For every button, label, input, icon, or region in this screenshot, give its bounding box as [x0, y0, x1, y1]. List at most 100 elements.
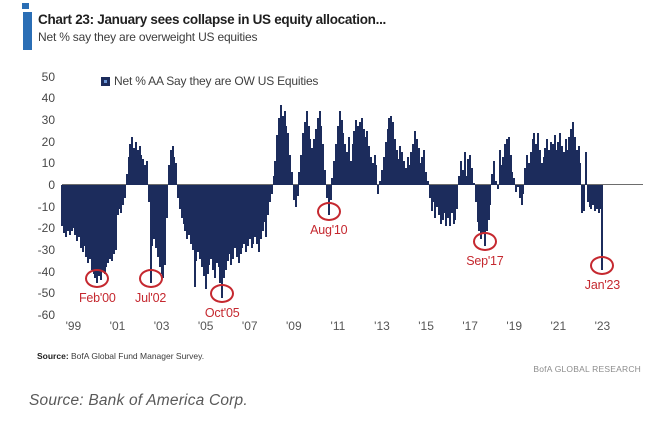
bar	[94, 185, 97, 279]
bar	[303, 122, 306, 185]
bar	[160, 185, 163, 274]
bar	[395, 150, 398, 185]
bar	[313, 139, 316, 185]
bar	[426, 180, 429, 185]
clipped-bullet-artifact	[22, 3, 29, 9]
bar	[200, 185, 203, 268]
bar	[595, 185, 598, 209]
bar	[125, 174, 128, 185]
bar	[85, 185, 88, 257]
y-tick-label: 0	[48, 178, 55, 192]
bar	[381, 169, 383, 185]
bar	[166, 185, 169, 218]
bar	[588, 185, 591, 207]
bar	[445, 185, 448, 227]
bar	[392, 122, 395, 185]
bar	[142, 158, 145, 185]
bar	[448, 185, 451, 227]
y-tick-label: -30	[37, 243, 55, 258]
bar	[248, 185, 251, 240]
bar	[243, 185, 246, 244]
bar	[515, 185, 518, 192]
bar	[513, 178, 516, 185]
bar	[559, 132, 562, 185]
bar	[333, 161, 336, 185]
bar	[283, 111, 286, 185]
bar	[268, 185, 271, 203]
bar	[72, 185, 75, 229]
bar	[399, 145, 402, 185]
bar	[397, 158, 400, 185]
bar	[439, 185, 442, 225]
bar	[450, 185, 453, 214]
bar	[584, 152, 587, 185]
bar	[458, 176, 461, 185]
bar	[261, 185, 264, 231]
bar	[568, 137, 571, 185]
bar	[401, 152, 404, 185]
bar	[436, 185, 439, 207]
bar	[480, 185, 483, 240]
bar	[228, 185, 231, 255]
x-tick-label: '03	[153, 319, 170, 333]
bar	[408, 165, 411, 185]
bar	[459, 161, 462, 185]
bar	[204, 185, 207, 290]
bar	[357, 126, 360, 185]
bar	[193, 185, 196, 287]
y-tick-label: 40	[41, 91, 55, 106]
annotation-circle	[316, 201, 341, 221]
bar	[292, 185, 295, 201]
x-tick-label: '01	[109, 319, 126, 333]
bar	[65, 185, 68, 238]
x-tick-label: '21	[550, 319, 567, 333]
bar	[491, 174, 494, 185]
bar	[191, 185, 194, 251]
bar	[358, 122, 361, 185]
bar	[116, 185, 119, 216]
bar	[257, 185, 260, 253]
legend-label: Net % AA Say they are OW US Equities	[114, 74, 319, 88]
annotation-label: Jan'23	[584, 277, 621, 292]
bar	[230, 185, 233, 266]
bar	[474, 185, 477, 203]
bar	[500, 165, 503, 185]
y-tick-label: -50	[37, 286, 55, 301]
bar	[206, 185, 209, 274]
bar	[425, 171, 428, 185]
bar	[441, 185, 444, 220]
bar	[544, 148, 547, 185]
bar	[270, 185, 273, 194]
bar	[382, 156, 385, 185]
bar	[105, 185, 108, 268]
bar	[213, 185, 216, 279]
bar	[173, 156, 176, 185]
bar	[140, 154, 143, 185]
bar	[403, 161, 406, 185]
bar	[355, 119, 358, 185]
bar	[83, 185, 86, 246]
annotation-circle	[472, 232, 497, 252]
bar	[410, 152, 413, 185]
x-tick-label: '13	[374, 319, 390, 333]
bar	[579, 163, 582, 185]
bar	[305, 111, 308, 185]
annotation-label: Sep'17	[466, 253, 504, 268]
bar	[320, 126, 323, 185]
chart-title: Chart 23: January sees collapse in US eq…	[38, 12, 386, 27]
y-tick-label: -10	[37, 199, 55, 214]
source-text: BofA Global Fund Manager Survey.	[68, 351, 205, 361]
bar	[195, 185, 198, 261]
bar	[586, 185, 589, 203]
bar	[298, 171, 301, 185]
bar	[368, 145, 371, 185]
annotation-circle	[590, 256, 615, 276]
bar	[169, 150, 172, 185]
bar	[349, 161, 352, 185]
bar	[265, 185, 268, 238]
bar	[88, 185, 91, 259]
bar	[129, 143, 132, 185]
bar	[447, 185, 450, 218]
bar	[498, 150, 501, 185]
